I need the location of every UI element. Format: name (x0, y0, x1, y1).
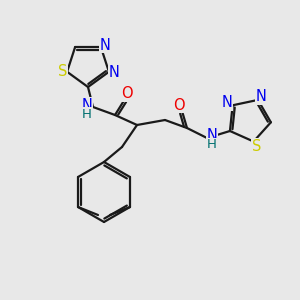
Text: H: H (207, 139, 217, 152)
Text: N: N (109, 65, 119, 80)
Text: N: N (207, 128, 218, 142)
Text: O: O (121, 86, 133, 101)
Text: O: O (173, 98, 185, 112)
Text: N: N (221, 95, 232, 110)
Text: N: N (82, 98, 92, 112)
Text: S: S (252, 139, 261, 154)
Text: H: H (82, 107, 92, 121)
Text: N: N (100, 38, 110, 53)
Text: N: N (256, 89, 266, 104)
Text: S: S (58, 64, 68, 79)
